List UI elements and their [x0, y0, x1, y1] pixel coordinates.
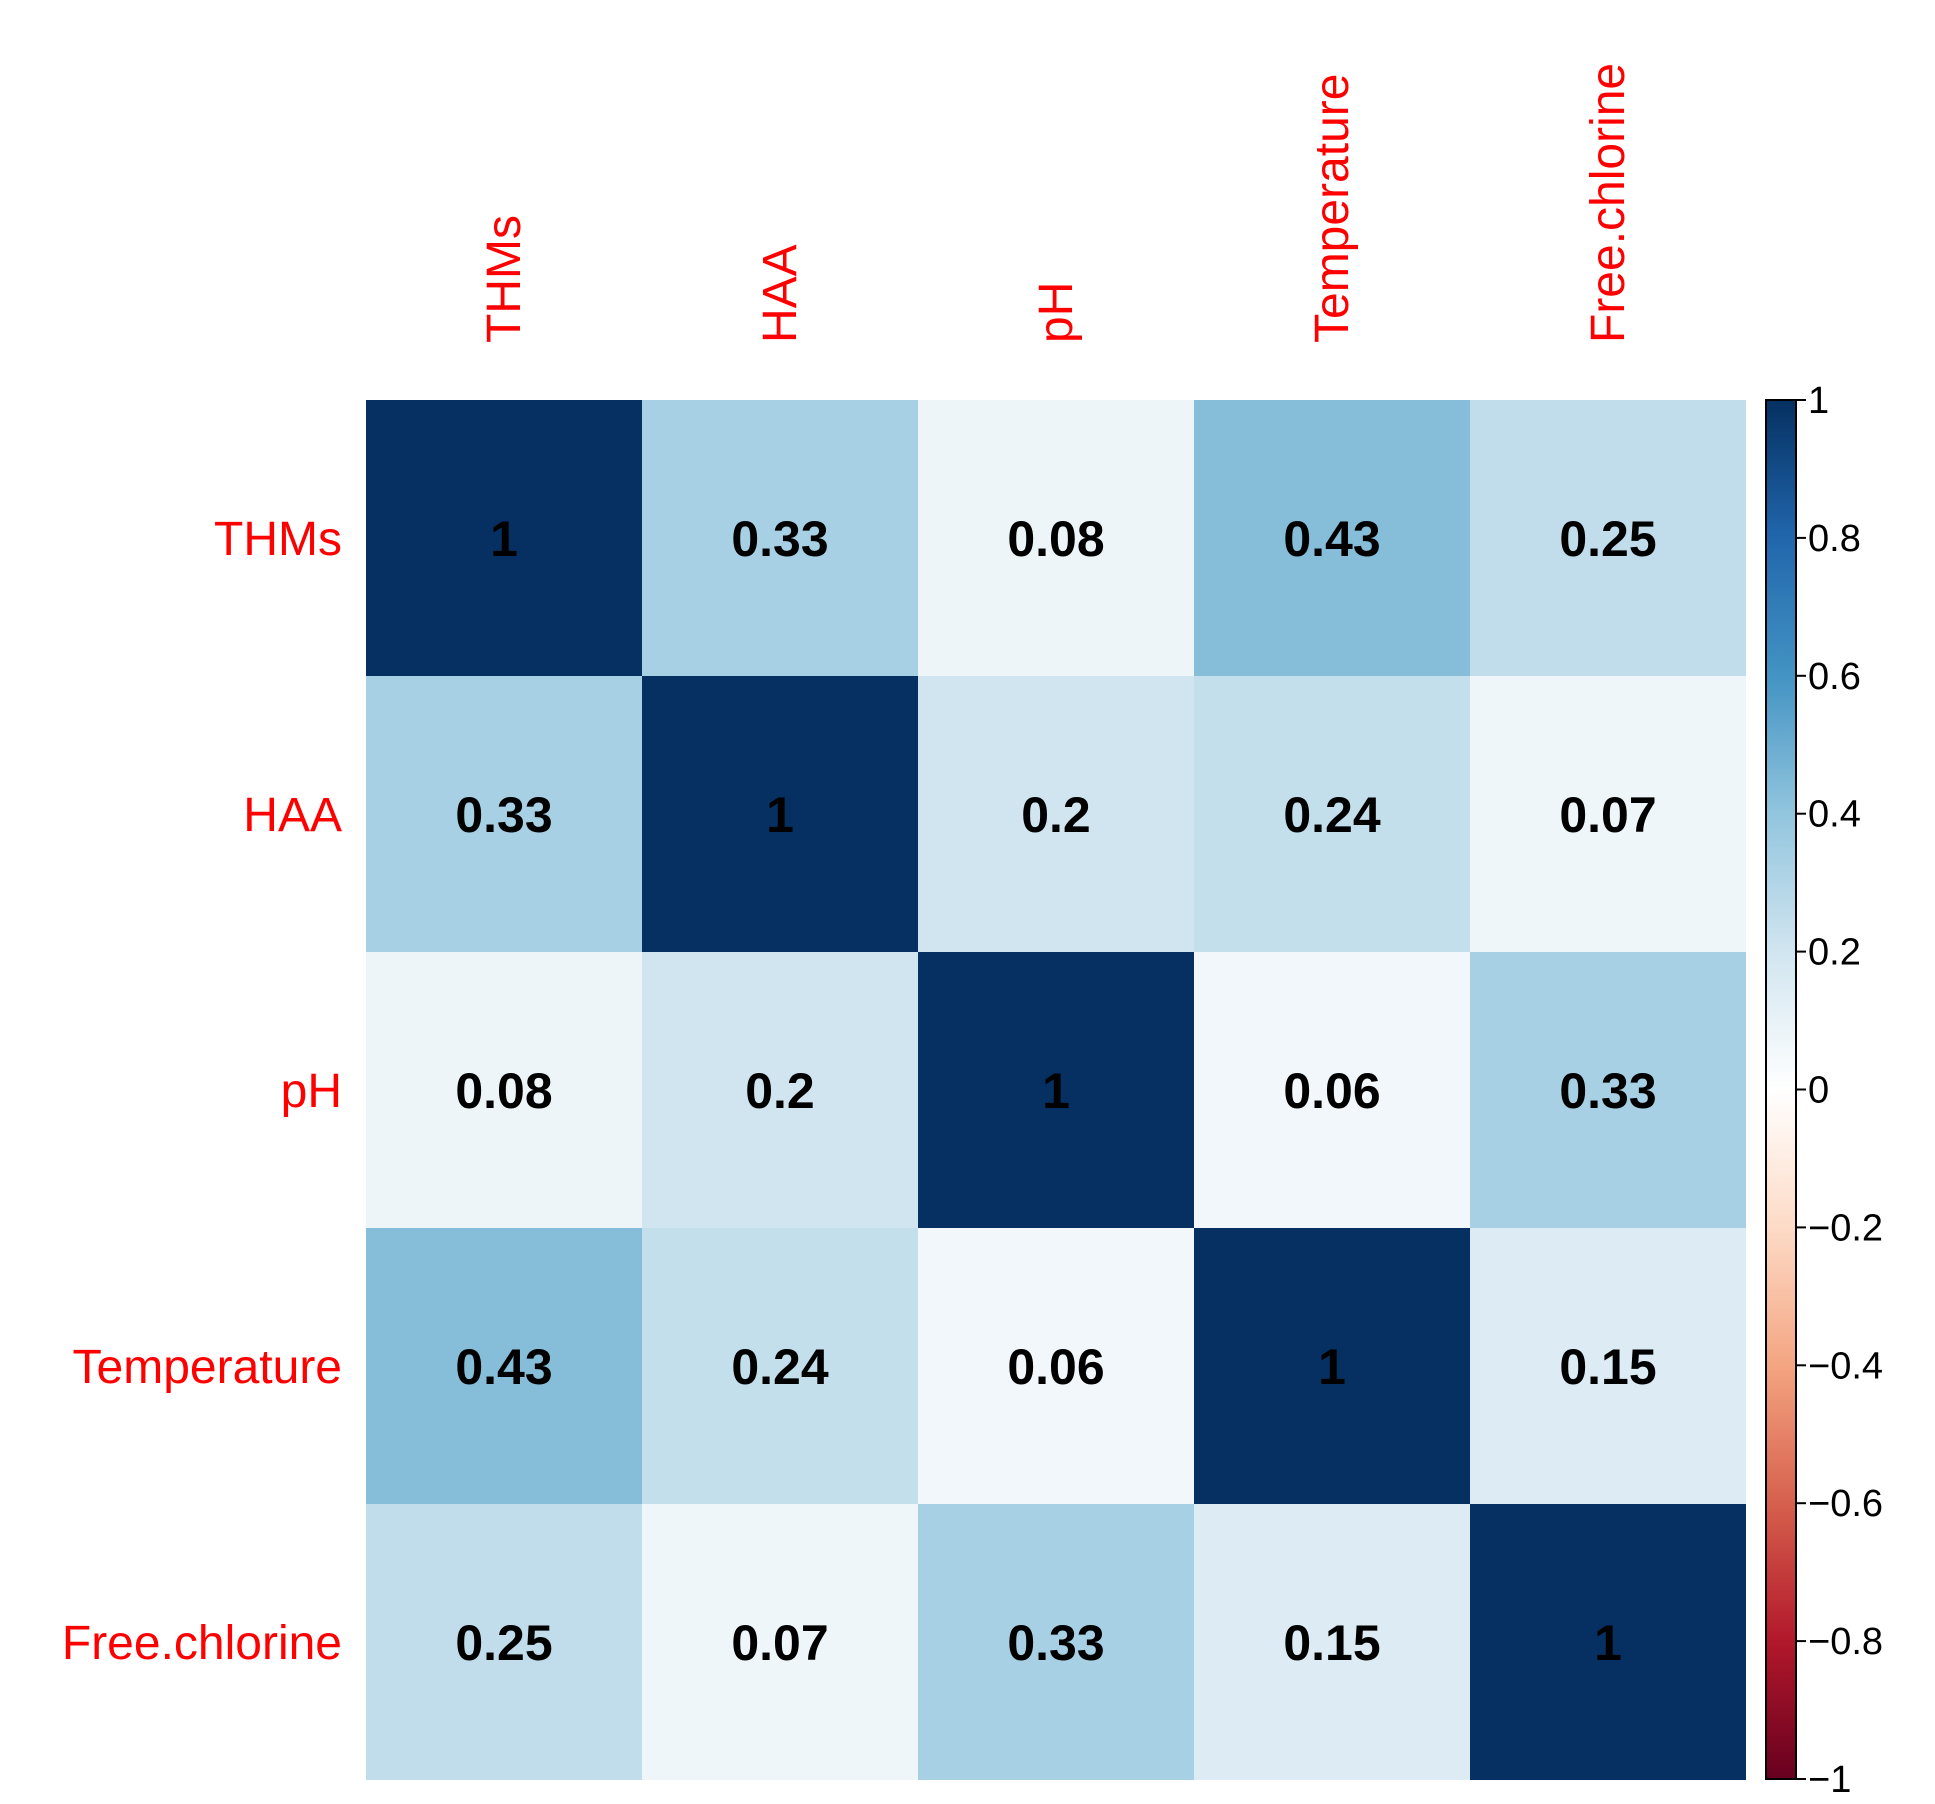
- heatmap-cell-ph-temperature: [1194, 952, 1470, 1228]
- heatmap-cell-haa-free-chlorine: [1470, 676, 1746, 952]
- heatmap-cell-ph-thms: [366, 952, 642, 1228]
- heatmap-cell-thms-thms: [366, 400, 642, 676]
- colorbar-tick-label: −0.6: [1808, 1483, 1883, 1525]
- cell-value-label: 0.33: [731, 511, 828, 567]
- cell-value-label: 0.33: [1559, 1063, 1656, 1119]
- cell-value-label: 0.25: [455, 1615, 552, 1671]
- cell-value-label: 0.08: [1007, 511, 1104, 567]
- row-label: Free.chlorine: [62, 1617, 342, 1670]
- cell-value-label: 0.07: [731, 1615, 828, 1671]
- cell-value-label: 0.15: [1283, 1615, 1380, 1671]
- colorbar-tick-label: 1: [1808, 380, 1829, 422]
- heatmap-cell-free-chlorine-haa: [642, 1504, 918, 1780]
- colorbar-tick-label: −0.2: [1808, 1207, 1883, 1249]
- colorbar-tick-label: 0.6: [1808, 656, 1861, 698]
- heatmap-cell-temperature-free-chlorine: [1470, 1228, 1746, 1504]
- column-label: pH: [1030, 282, 1083, 343]
- column-labels: THMs HAA pH Temperature Free.chlorine: [478, 63, 1635, 343]
- heatmap-cell-haa-ph: [918, 676, 1194, 952]
- colorbar-tick-label: 0.8: [1808, 518, 1861, 560]
- cell-value-label: 0.24: [1283, 787, 1381, 843]
- cell-value-label: 0.33: [1007, 1615, 1104, 1671]
- cell-value-label: 0.25: [1559, 511, 1656, 567]
- cell-value-label: 0.33: [455, 787, 552, 843]
- heatmap-cell-thms-ph: [918, 400, 1194, 676]
- cell-value-label: 0.06: [1007, 1339, 1104, 1395]
- cell-value-label: 0.07: [1559, 787, 1656, 843]
- colorbar-tick-label: −0.4: [1808, 1345, 1883, 1387]
- column-label: Free.chlorine: [1582, 63, 1635, 343]
- heatmap-cell-free-chlorine-thms: [366, 1504, 642, 1780]
- cell-value-label: 0.08: [455, 1063, 552, 1119]
- heatmap-cell-temperature-thms: [366, 1228, 642, 1504]
- cell-value-label: 1: [1042, 1063, 1070, 1119]
- row-label: pH: [281, 1065, 342, 1118]
- colorbar-tick-label: −1: [1808, 1759, 1851, 1801]
- heatmap-cell-thms-haa: [642, 400, 918, 676]
- heatmap-cell-thms-temperature: [1194, 400, 1470, 676]
- cell-value-label: 1: [1594, 1615, 1622, 1671]
- colorbar-tick-label: 0.4: [1808, 794, 1861, 836]
- heatmap-cell-temperature-ph: [918, 1228, 1194, 1504]
- heatmap-cell-haa-thms: [366, 676, 642, 952]
- heatmap-cell-thms-free-chlorine: [1470, 400, 1746, 676]
- heatmap-cell-haa-haa: [642, 676, 918, 952]
- heatmap-cell-temperature-temperature: [1194, 1228, 1470, 1504]
- cell-value-label: 0.06: [1283, 1063, 1380, 1119]
- colorbar-tick-label: 0.2: [1808, 932, 1861, 974]
- heatmap-cells: 1 0.33 0.08 0.43 0.25 0.33 1 0.2 0.24 0.07 0.08 0.2…: [366, 400, 1746, 1780]
- cell-value-label: 0.2: [1021, 787, 1091, 843]
- heatmap-cell-free-chlorine-ph: [918, 1504, 1194, 1780]
- row-label: HAA: [243, 789, 342, 842]
- cell-value-label: 0.24: [731, 1339, 829, 1395]
- column-label: Temperature: [1306, 74, 1359, 343]
- heatmap-cell-free-chlorine-temperature: [1194, 1504, 1470, 1780]
- heatmap-cell-ph-haa: [642, 952, 918, 1228]
- cell-value-label: 1: [1318, 1339, 1346, 1395]
- heatmap-cell-ph-ph: [918, 952, 1194, 1228]
- column-label: HAA: [754, 244, 807, 343]
- heatmap-cell-ph-free-chlorine: [1470, 952, 1746, 1228]
- cell-value-label: 1: [490, 511, 518, 567]
- colorbar-gradient: [1765, 399, 1797, 1780]
- colorbar-legend: 1 0.8 0.6 0.4 0.2 0 −0.2 −0.4 −0.6 −0.8 −1: [1765, 380, 1883, 1801]
- column-label: THMs: [478, 215, 531, 343]
- cell-value-label: 0.43: [1283, 511, 1380, 567]
- cell-value-label: 0.43: [455, 1339, 552, 1395]
- heatmap-cell-free-chlorine-free-chlorine: [1470, 1504, 1746, 1780]
- cell-value-label: 0.15: [1559, 1339, 1656, 1395]
- heatmap-cell-haa-temperature: [1194, 676, 1470, 952]
- colorbar-tick-label: 0: [1808, 1070, 1829, 1112]
- heatmap-cell-temperature-haa: [642, 1228, 918, 1504]
- cell-value-label: 1: [766, 787, 794, 843]
- colorbar-tick-label: −0.8: [1808, 1621, 1883, 1663]
- row-label: THMs: [214, 513, 342, 566]
- row-labels: THMs HAA pH Temperature Free.chlorine: [62, 513, 342, 1670]
- cell-value-label: 0.2: [745, 1063, 815, 1119]
- row-label: Temperature: [73, 1341, 342, 1394]
